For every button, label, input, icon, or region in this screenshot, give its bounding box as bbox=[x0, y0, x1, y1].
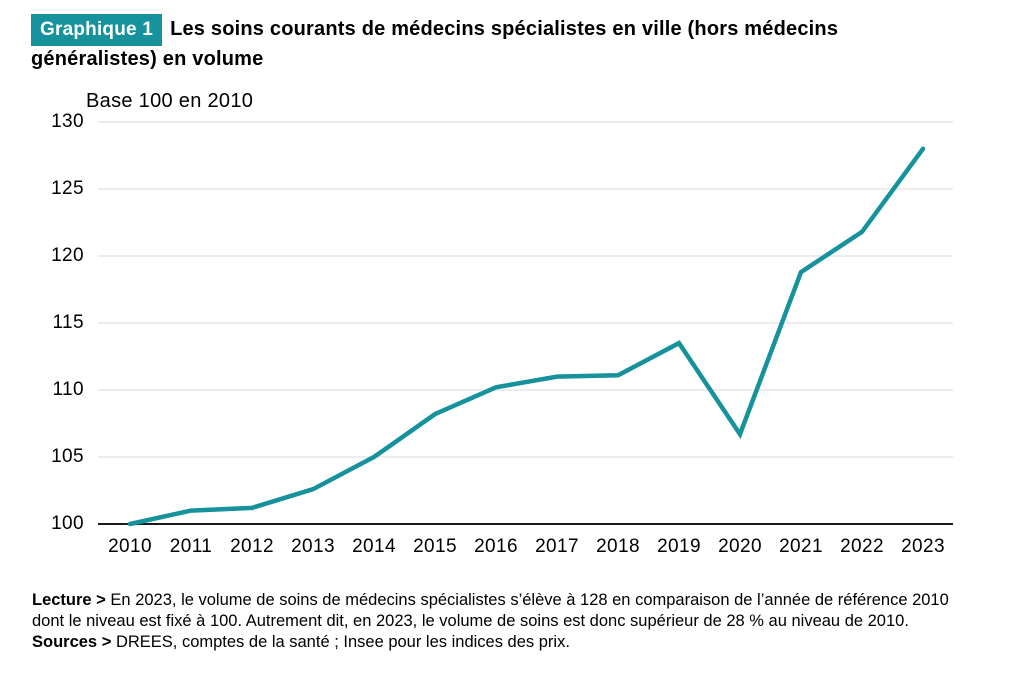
line-chart: 100 105 110 115 120 125 130 2010 2011 2012 2013 201… bbox=[51, 111, 953, 557]
x-tick-label: 2021 bbox=[779, 536, 823, 557]
lecture-label: Lecture > bbox=[32, 591, 106, 609]
graphique-badge: Graphique 1 bbox=[31, 14, 163, 46]
y-tick-label: 110 bbox=[52, 379, 84, 400]
x-tick-label: 2012 bbox=[230, 536, 274, 557]
sources-text: DREES, comptes de la santé ; Insee pour … bbox=[115, 633, 570, 651]
x-tick-label: 2018 bbox=[596, 536, 640, 557]
chart-title-line2: généralistes) en volume bbox=[31, 48, 264, 70]
y-tick-label: 115 bbox=[52, 312, 84, 333]
axis-unit-label: Base 100 en 2010 bbox=[86, 90, 254, 112]
sources-note: Sources > DREES, comptes de la santé ; I… bbox=[32, 632, 997, 653]
x-tick-label: 2014 bbox=[352, 536, 396, 557]
y-tick-label: 120 bbox=[51, 245, 84, 266]
chart-title: Graphique 1 Les soins courants de médecin… bbox=[31, 14, 919, 73]
x-tick-label: 2017 bbox=[535, 536, 579, 557]
x-tick-label: 2016 bbox=[474, 536, 518, 557]
x-tick-label: 2020 bbox=[718, 536, 762, 557]
x-tick-label: 2015 bbox=[413, 536, 457, 557]
sources-label: Sources > bbox=[32, 633, 112, 651]
chart-canvas bbox=[98, 121, 953, 527]
y-tick-label: 125 bbox=[51, 178, 84, 199]
x-tick-label: 2013 bbox=[291, 536, 335, 557]
chart-title-line1: Les soins courants de médecins spécialis… bbox=[170, 18, 839, 40]
lecture-text-line1: En 2023, le volume de soins de médecins … bbox=[110, 591, 949, 609]
x-tick-label: 2022 bbox=[840, 536, 884, 557]
y-tick-label: 100 bbox=[51, 513, 84, 534]
x-tick-label: 2011 bbox=[169, 536, 213, 557]
x-tick-label: 2023 bbox=[901, 536, 945, 557]
x-tick-label: 2010 bbox=[108, 536, 152, 557]
x-tick-label: 2019 bbox=[657, 536, 701, 557]
chart-notes: Lecture > En 2023, le volume de soins de… bbox=[32, 590, 997, 653]
y-tick-label: 105 bbox=[51, 446, 84, 467]
lecture-text-line2: dont le niveau est fixé à 100. Autrement… bbox=[32, 612, 909, 630]
y-tick-label: 130 bbox=[51, 111, 84, 132]
data-line bbox=[127, 146, 926, 527]
lecture-note: Lecture > En 2023, le volume de soins de… bbox=[32, 590, 997, 632]
